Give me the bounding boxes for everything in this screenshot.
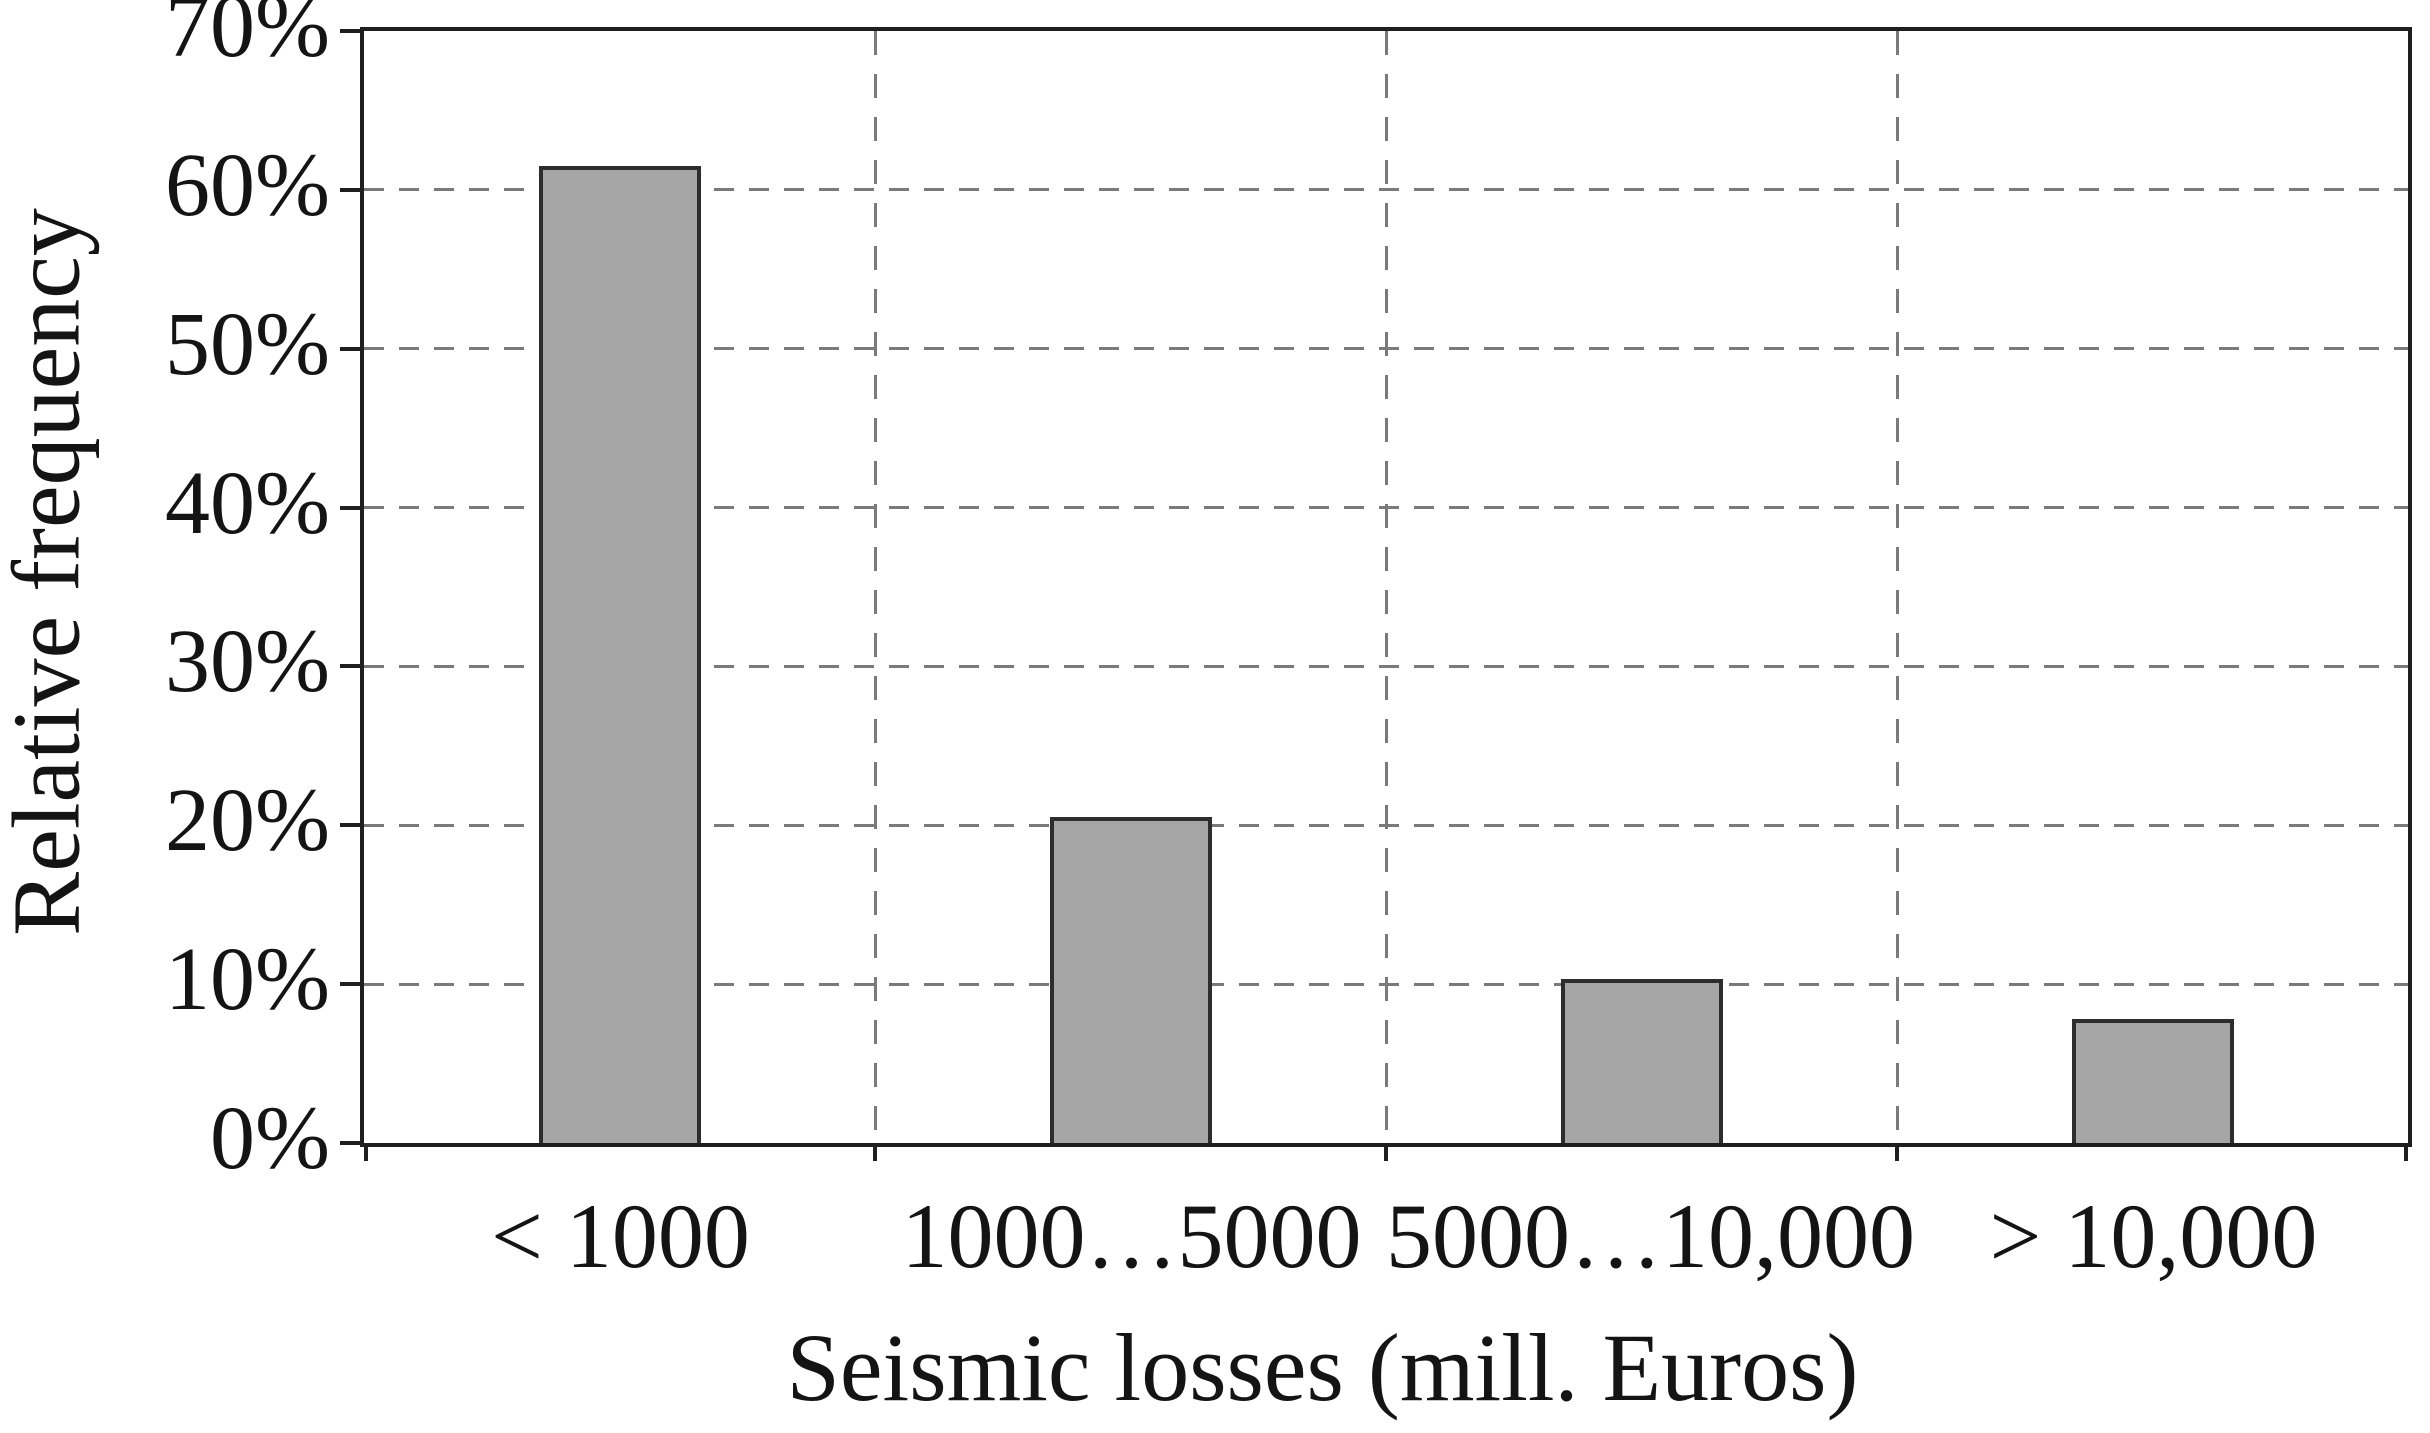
y-tick-label: 20% <box>165 771 330 871</box>
y-axis-tick-labels: 0% 10% 20% 30% 40% 50% 60% 70% <box>0 0 330 1188</box>
plot-grid-and-bars <box>340 29 2408 1161</box>
y-tick-label: 10% <box>165 930 330 1030</box>
x-tick-mark <box>364 1143 368 1161</box>
y-tick-mark <box>340 823 364 828</box>
y-tick-label: 50% <box>165 294 330 394</box>
x-category-label: 1000…5000 <box>901 1185 1362 1287</box>
bar-1 <box>538 166 701 1143</box>
y-tick-mark <box>340 664 364 669</box>
y-tick-mark <box>340 187 364 192</box>
y-tick-mark <box>340 982 364 987</box>
y-tick-mark <box>340 346 364 351</box>
y-tick-mark <box>340 505 364 510</box>
y-tick-mark <box>340 29 364 33</box>
y-tick-label: 60% <box>165 135 330 235</box>
x-tick-mark <box>1895 1143 1899 1161</box>
y-tick-mark <box>340 1141 364 1145</box>
x-category-label: < 1000 <box>491 1185 750 1287</box>
y-tick-label: 70% <box>165 0 330 76</box>
bar-4 <box>2071 1019 2234 1143</box>
gridline-vertical <box>1384 31 1388 1143</box>
x-category-label: > 10,000 <box>1989 1185 2318 1287</box>
y-tick-label: 0% <box>210 1089 330 1188</box>
x-axis-title: Seismic losses (mill. Euros) <box>786 1314 1859 1421</box>
x-tick-mark <box>873 1143 877 1161</box>
x-tick-mark <box>1384 1143 1388 1161</box>
y-tick-label: 40% <box>165 453 330 553</box>
bar-3 <box>1560 979 1723 1143</box>
gridline-vertical <box>873 31 877 1143</box>
x-category-label: 5000…10,000 <box>1386 1185 1915 1287</box>
x-axis-category-labels: < 1000 1000…5000 5000…10,000 > 10,000 <box>360 1182 2412 1302</box>
y-tick-label: 30% <box>165 612 330 712</box>
x-tick-mark <box>2404 1143 2408 1161</box>
gridline-vertical <box>1895 31 1899 1143</box>
bar-2 <box>1049 817 1212 1143</box>
plot-area <box>340 27 2412 1161</box>
